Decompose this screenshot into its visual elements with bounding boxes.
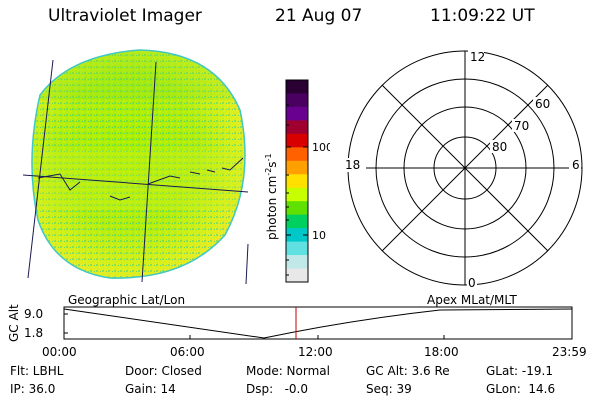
colorbar-tick-100: 100	[312, 141, 330, 154]
mlt-label-6: 6	[572, 158, 580, 172]
strip-xtick-0600: 06:00	[170, 345, 205, 359]
colorbar-segment	[286, 80, 308, 94]
ip-info: IP: 36.0	[10, 382, 56, 396]
strip-ylabel: GC Alt	[7, 304, 21, 342]
colorbar-segment	[286, 160, 308, 175]
date-label: 21 Aug 07	[275, 6, 363, 26]
mlt-label-0: 0	[468, 276, 476, 288]
colorbar-segment	[286, 268, 308, 283]
mlt-label-18: 18	[345, 158, 360, 172]
colorbar-segment	[286, 106, 308, 121]
colorbar-segment	[286, 187, 308, 202]
altitude-curve	[63, 308, 573, 339]
colorbar-segment	[286, 147, 308, 162]
colorbar-segment	[286, 174, 308, 189]
colorbar-segment	[286, 133, 308, 148]
colorbar-label: photon cm-2s-1	[264, 153, 279, 240]
strip-ytick-1-8: 1.8	[24, 326, 43, 340]
colorbar-segment	[286, 228, 308, 243]
door-info: Door: Closed	[125, 364, 202, 378]
strip-right-title: Apex MLat/MLT	[427, 293, 517, 307]
strip-xtick-0000: 00:00	[42, 345, 77, 359]
colorbar-segment	[286, 241, 308, 256]
colorbar-segment	[286, 120, 308, 135]
strip-xtick-1200: 12:00	[298, 345, 333, 359]
gc-alt-info: GC Alt: 3.6 Re	[366, 364, 450, 378]
strip-left-title: Geographic Lat/Lon	[68, 293, 186, 307]
altitude-strip-chart: 9.0 1.8 GC Alt	[7, 304, 573, 342]
dsp-info: Dsp: -0.0	[246, 382, 309, 396]
lat-label-60: 60	[535, 97, 550, 111]
color-scale-bar: 100 10 photon cm-2s-1	[264, 79, 330, 283]
filter-info: Flt: LBHL	[10, 364, 64, 378]
colorbar-tick-10: 10	[312, 229, 326, 242]
colorbar-segment	[286, 214, 308, 229]
instrument-title: Ultraviolet Imager	[48, 6, 202, 26]
geo-grid-lines	[22, 59, 249, 285]
mode-info: Mode: Normal	[246, 364, 330, 378]
gain-info: Gain: 14	[125, 382, 176, 396]
mlt-label-12: 12	[470, 50, 485, 64]
lat-label-80: 80	[492, 140, 507, 154]
strip-xtick-1800: 18:00	[424, 345, 459, 359]
colorbar-segment	[286, 93, 308, 108]
polar-mlt-plot: 12 18 6 0 60 70 80	[344, 50, 583, 288]
strip-xtick-2359: 23:59	[552, 345, 587, 359]
earth-disk	[31, 49, 246, 279]
strip-ytick-9: 9.0	[24, 307, 43, 321]
lat-label-70: 70	[514, 119, 529, 133]
glon-info: GLon: 14.6	[486, 382, 556, 396]
colorbar-segment	[286, 255, 308, 270]
seq-info: Seq: 39	[366, 382, 412, 396]
glat-info: GLat: -19.1	[486, 364, 553, 378]
time-label: 11:09:22 UT	[430, 6, 535, 26]
svg-text:photon cm-2s-1: photon cm-2s-1	[264, 153, 279, 240]
colorbar-segment	[286, 201, 308, 216]
